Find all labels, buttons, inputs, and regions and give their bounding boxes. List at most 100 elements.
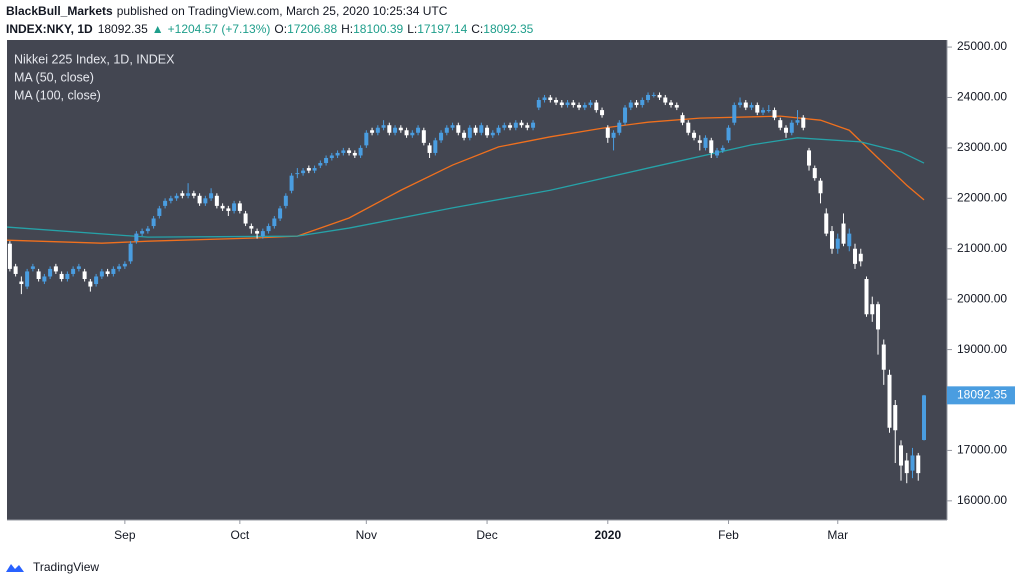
candle-body — [283, 195, 288, 206]
moving-average-line — [6, 137, 925, 238]
y-tick-label: 24000.00 — [957, 90, 1007, 104]
candle-body — [559, 102, 564, 106]
change-arrow: ▲ — [152, 22, 164, 36]
candle-body — [818, 180, 823, 194]
candle-body — [916, 455, 921, 474]
change-text: +1204.57 (+7.13%) — [168, 22, 271, 36]
candle-body — [341, 150, 346, 153]
candle-body — [255, 231, 260, 234]
candle-body — [260, 231, 265, 237]
candle-body — [784, 127, 789, 133]
candle-body — [835, 238, 840, 249]
candle-body — [393, 127, 398, 133]
candle-body — [801, 117, 806, 128]
x-tick-label: Mar — [827, 528, 848, 542]
candle-body — [82, 271, 87, 279]
candle-body — [611, 132, 616, 138]
candle-body — [416, 127, 421, 133]
candle-body — [191, 193, 196, 196]
candle-body — [824, 213, 829, 234]
candle-body — [352, 152, 357, 156]
x-tick-label: Nov — [356, 528, 377, 542]
y-tick-label: 23000.00 — [957, 140, 1007, 154]
candle-body — [243, 213, 248, 224]
candle-body — [686, 122, 691, 133]
published-text: published on TradingView.com, March 25, … — [117, 4, 448, 18]
candle-body — [531, 122, 536, 128]
candle-body — [490, 132, 495, 136]
candle-body — [88, 281, 93, 287]
candle-body — [94, 276, 99, 285]
candle-body — [462, 132, 467, 138]
candle-body — [812, 168, 817, 179]
candle-body — [628, 102, 633, 108]
candle-body — [387, 125, 392, 133]
candle-body — [381, 125, 386, 128]
candle-body — [669, 102, 674, 106]
candle-body — [789, 122, 794, 133]
candle-body — [421, 130, 426, 143]
candle-body — [623, 107, 628, 123]
symbol-line: INDEX:NKY, 1D 18092.35 ▲ +1204.57 (+7.13%) O… — [6, 22, 534, 36]
candle-body — [433, 140, 438, 153]
candle-body — [99, 271, 104, 277]
x-tick-label: Dec — [476, 528, 497, 542]
candle-body — [220, 205, 225, 209]
candle-body — [904, 460, 909, 474]
y-tick-label: 17000.00 — [957, 443, 1007, 457]
candle-body — [726, 127, 731, 141]
candle-body — [922, 395, 927, 440]
candle-body — [306, 168, 311, 171]
candle-body — [887, 374, 892, 428]
candle-body — [657, 94, 662, 98]
candle-body — [7, 243, 12, 269]
candle-body — [335, 152, 340, 156]
moving-average-line — [6, 115, 925, 244]
candle-body — [278, 208, 283, 219]
candle-body — [53, 266, 58, 272]
candle-body — [680, 115, 685, 123]
candle-body — [456, 125, 461, 133]
candle-body — [715, 150, 720, 156]
y-tick-label: 21000.00 — [957, 241, 1007, 255]
candle-body — [674, 105, 679, 108]
candle-body — [301, 170, 306, 174]
candle-body — [375, 127, 380, 133]
candle-body — [295, 173, 300, 175]
candle-body — [226, 208, 231, 211]
candle-body — [174, 195, 179, 199]
legend-entry: MA (50, close) — [14, 70, 94, 84]
candle-body — [692, 132, 697, 138]
candle-body — [117, 266, 122, 269]
candle-body — [76, 266, 81, 269]
candle-body — [617, 122, 622, 133]
candle-body — [847, 233, 852, 247]
candle-body — [410, 132, 415, 136]
candle-body — [25, 271, 30, 287]
candle-body — [140, 231, 145, 234]
candle-body — [663, 97, 668, 103]
candle-body — [163, 200, 168, 206]
candle-body — [266, 226, 271, 232]
candle-body — [404, 130, 409, 136]
candle-body — [502, 125, 507, 128]
candle-body — [65, 273, 70, 279]
x-tick-label: Oct — [231, 528, 250, 542]
last-price-label: 18092.35 — [957, 388, 1007, 402]
candle-body — [766, 110, 771, 112]
y-tick-label: 16000.00 — [957, 493, 1007, 507]
candle-body — [168, 198, 173, 201]
candle-body — [841, 223, 846, 244]
candle-body — [13, 266, 18, 274]
candle-body — [479, 125, 484, 133]
candle-body — [30, 266, 35, 269]
candle-body — [427, 145, 432, 153]
ohlc-label: L: — [407, 22, 417, 36]
y-tick-label: 25000.00 — [957, 39, 1007, 53]
candle-body — [347, 150, 352, 153]
candle-body — [830, 231, 835, 249]
plot-background — [7, 40, 947, 520]
candle-body — [473, 127, 478, 133]
candle-body — [180, 193, 185, 196]
